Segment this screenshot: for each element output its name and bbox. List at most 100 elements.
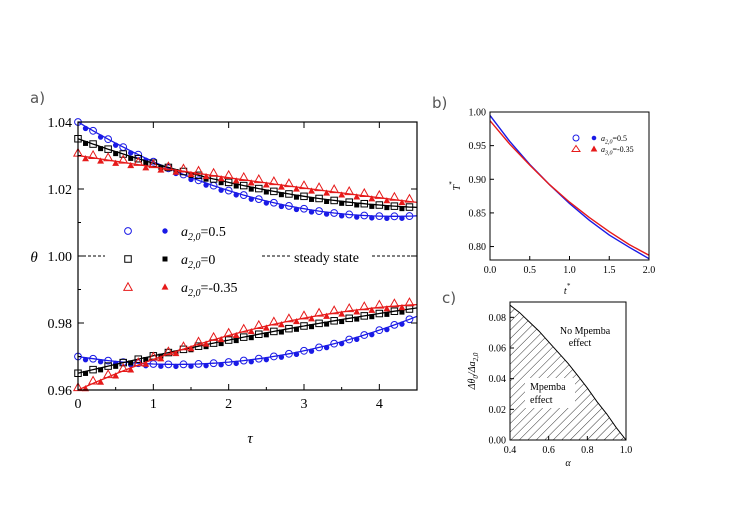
data-point-filled [353, 193, 361, 200]
data-point-open [345, 314, 353, 323]
data-point-open [104, 356, 113, 365]
data-point-filled [218, 341, 224, 347]
data-point-filled [384, 326, 390, 333]
data-point-filled [112, 142, 119, 148]
data-point-filled [338, 213, 345, 219]
data-point-open [118, 154, 129, 164]
data-point-open [238, 171, 249, 182]
y-tick-label: 1.02 [48, 183, 73, 198]
data-point-filled [248, 196, 254, 202]
region-mpemba-line2: effect [530, 395, 553, 406]
steady-state-label: steady state [294, 251, 359, 266]
data-point-open [193, 336, 204, 346]
data-point-open [345, 335, 354, 344]
data-point-filled [247, 179, 255, 186]
data-point-filled [97, 378, 105, 385]
data-point-open [239, 191, 248, 199]
data-point-open [89, 354, 97, 363]
data-point-filled [217, 175, 225, 182]
data-point-filled [384, 205, 390, 211]
data-point-open [359, 301, 370, 311]
panel-c: c) 0.4 0.6 0.8 1.0 0.00 0.02 0.04 0.06 0.08 α Δθ… [442, 289, 632, 469]
data-point-open [104, 135, 113, 144]
data-point-open [163, 161, 174, 171]
data-point-filled [233, 192, 239, 198]
legend-label-sub: 2,0 [188, 232, 201, 243]
data-point-open [208, 331, 219, 341]
legend-label-0: a2,0=0.5 [601, 134, 627, 146]
data-point-filled [157, 166, 165, 173]
data-point-filled [112, 159, 120, 166]
data-point-open [315, 207, 323, 215]
data-point-filled [339, 200, 345, 206]
data-point-filled [248, 358, 254, 365]
panel-c-x-label: α [565, 458, 571, 469]
data-point-filled [83, 370, 89, 376]
data-point-open [239, 356, 248, 365]
data-point-open [224, 358, 233, 366]
legend-marker-filled-1 [590, 145, 598, 152]
data-point-open [254, 195, 263, 204]
legend-label-var: a [601, 134, 605, 143]
legend-marker-open-2 [122, 281, 134, 291]
panel-c-y-label-sub2: 2,0 [472, 352, 480, 361]
legend-label-2: a2,0=-0.35 [181, 281, 238, 299]
data-point-open [405, 203, 414, 211]
data-point-open [194, 176, 203, 185]
data-point-filled [384, 311, 390, 317]
data-point-filled [324, 198, 330, 204]
data-point-open [119, 150, 127, 158]
data-point-open [390, 212, 399, 221]
legend-label-var: a [181, 281, 188, 296]
data-point-open [285, 190, 293, 198]
data-point-filled [399, 309, 405, 315]
legend-label-sub: 3,0 [604, 151, 613, 157]
panel-b-ticks: 0.0 0.5 1.0 1.5 2.0 0.80 0.85 0.90 0.95 1.00 [469, 108, 656, 277]
x-tick-label: 0.0 [484, 265, 497, 276]
data-point-open [224, 336, 233, 344]
data-point-open [270, 327, 278, 336]
data-point-filled [218, 361, 224, 368]
data-point-open [163, 346, 174, 356]
legend-label-0: a2,0=0.5 [181, 225, 226, 243]
data-point-open [239, 181, 248, 190]
panel-a: a) τ θ 0 1 2 3 40.960.981.001.021.04 a2,0=0.… [30, 89, 418, 447]
data-point-open [390, 202, 399, 210]
y-tick-label: 0.02 [489, 405, 507, 416]
legend-marker-open-1 [124, 255, 132, 263]
panel-b-legend: a2,0=0.5a3,0=-0.35 [571, 134, 634, 157]
data-point-filled [369, 314, 375, 320]
data-point-open [300, 322, 308, 330]
data-point-filled [248, 186, 254, 192]
data-point-filled [369, 331, 375, 338]
data-point-open [269, 198, 278, 207]
data-point-open [285, 349, 293, 358]
data-point-filled [233, 360, 239, 367]
data-point-open [404, 297, 415, 307]
data-point-open [89, 365, 97, 374]
x-tick-label: 1.5 [603, 265, 616, 276]
data-point-open [253, 173, 264, 184]
data-point-filled [277, 183, 285, 190]
boundary-curve [509, 304, 627, 441]
data-point-open [375, 309, 384, 318]
panel-b-y-label: T* [448, 181, 463, 191]
panel-b-x-label: t* [564, 282, 571, 297]
data-point-open [224, 186, 233, 195]
data-point-open [329, 305, 340, 315]
data-point-filled [338, 191, 346, 198]
data-point-filled [309, 324, 315, 330]
panel-c-frame [509, 301, 627, 441]
data-point-filled [293, 194, 299, 200]
y-tick-label: 1.00 [48, 250, 73, 265]
data-point-filled [278, 192, 284, 198]
y-tick-label: 0.04 [489, 374, 507, 385]
data-point-filled [278, 203, 285, 210]
data-point-open [298, 180, 310, 190]
data-point-filled [158, 363, 164, 369]
legend-marker-filled-0 [162, 228, 168, 234]
data-point-filled [217, 335, 225, 343]
panel-a-plot-area [72, 118, 418, 392]
data-point-open [88, 375, 99, 385]
data-point-filled [187, 345, 195, 352]
